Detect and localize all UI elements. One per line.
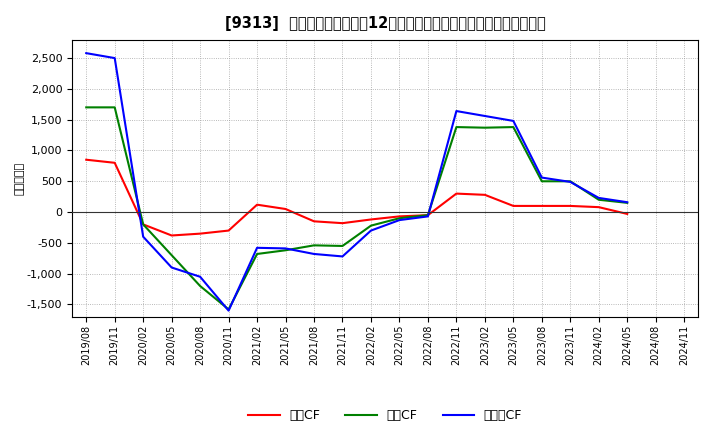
- 営業CF: [395, 214, 404, 219]
- 営業CF: [480, 192, 489, 198]
- Line: 投資CF: 投資CF: [86, 107, 627, 309]
- フリーCF: [623, 200, 631, 205]
- フリーCF: [310, 251, 318, 257]
- 投資CF: [623, 200, 631, 205]
- フリーCF: [566, 179, 575, 184]
- フリーCF: [423, 214, 432, 219]
- 営業CF: [423, 213, 432, 218]
- Title: [9313]  キャッシュフローの12か月移動合計の対前年同期増減額の推移: [9313] キャッシュフローの12か月移動合計の対前年同期増減額の推移: [225, 16, 546, 32]
- Y-axis label: （百万円）: （百万円）: [15, 161, 24, 195]
- 投資CF: [282, 248, 290, 253]
- 投資CF: [338, 243, 347, 249]
- 営業CF: [566, 203, 575, 209]
- フリーCF: [452, 108, 461, 114]
- フリーCF: [537, 175, 546, 180]
- 営業CF: [167, 233, 176, 238]
- フリーCF: [509, 118, 518, 124]
- 投資CF: [452, 125, 461, 130]
- 営業CF: [338, 220, 347, 226]
- フリーCF: [139, 234, 148, 239]
- 営業CF: [310, 219, 318, 224]
- 投資CF: [366, 223, 375, 228]
- 営業CF: [139, 222, 148, 227]
- フリーCF: [196, 274, 204, 279]
- フリーCF: [82, 51, 91, 56]
- フリーCF: [395, 217, 404, 223]
- 投資CF: [537, 179, 546, 184]
- フリーCF: [225, 308, 233, 313]
- 営業CF: [225, 228, 233, 233]
- Legend: 営業CF, 投資CF, フリーCF: 営業CF, 投資CF, フリーCF: [243, 404, 527, 427]
- 投資CF: [423, 213, 432, 218]
- フリーCF: [110, 55, 119, 61]
- 投資CF: [225, 307, 233, 312]
- 営業CF: [110, 160, 119, 165]
- 営業CF: [282, 206, 290, 212]
- 投資CF: [82, 105, 91, 110]
- 投資CF: [310, 243, 318, 248]
- 営業CF: [595, 205, 603, 210]
- 投資CF: [480, 125, 489, 130]
- 営業CF: [82, 157, 91, 162]
- 営業CF: [196, 231, 204, 236]
- 営業CF: [537, 203, 546, 209]
- 投資CF: [509, 125, 518, 130]
- 投資CF: [139, 222, 148, 227]
- フリーCF: [253, 245, 261, 250]
- 投資CF: [253, 251, 261, 257]
- フリーCF: [167, 265, 176, 270]
- Line: フリーCF: フリーCF: [86, 53, 627, 311]
- 営業CF: [366, 217, 375, 222]
- 投資CF: [395, 216, 404, 221]
- フリーCF: [480, 114, 489, 119]
- 営業CF: [623, 211, 631, 216]
- 投資CF: [196, 283, 204, 289]
- 投資CF: [566, 179, 575, 184]
- 営業CF: [452, 191, 461, 196]
- 営業CF: [509, 203, 518, 209]
- フリーCF: [338, 254, 347, 259]
- フリーCF: [366, 228, 375, 233]
- 投資CF: [110, 105, 119, 110]
- フリーCF: [282, 246, 290, 251]
- 営業CF: [253, 202, 261, 207]
- フリーCF: [595, 195, 603, 201]
- Line: 営業CF: 営業CF: [86, 160, 627, 235]
- 投資CF: [167, 253, 176, 258]
- 投資CF: [595, 197, 603, 202]
